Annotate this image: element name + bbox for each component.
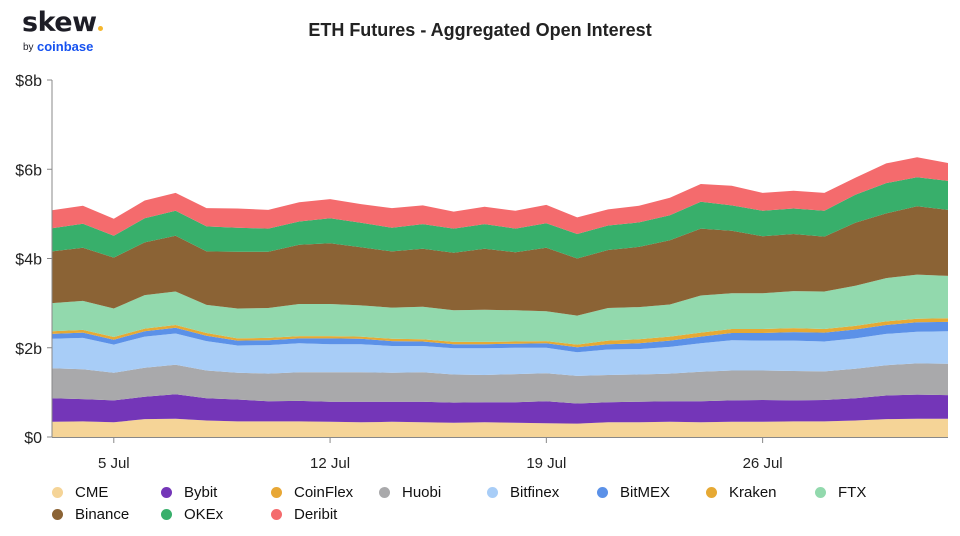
legend-item-bybit[interactable]: Bybit [161,484,217,501]
legend-item-huobi[interactable]: Huobi [379,484,441,501]
legend-item-bitfinex[interactable]: Bitfinex [487,484,559,501]
legend-item-ftx[interactable]: FTX [815,484,866,501]
legend-swatch [379,487,390,498]
area-series-cme [52,418,948,437]
legend-item-bitmex[interactable]: BitMEX [597,484,670,501]
chart-title: ETH Futures - Aggregated Open Interest [308,20,652,40]
x-tick-label: 19 Jul [526,455,566,472]
legend-label: FTX [838,484,867,501]
area-series-bitfinex [52,331,948,376]
legend-swatch [487,487,498,498]
area-series-binance [52,206,948,316]
x-tick-label: 5 Jul [98,455,130,472]
legend-label: Deribit [294,506,338,523]
legend-item-deribit[interactable]: Deribit [271,506,337,523]
legend-item-okex[interactable]: OKEx [161,506,223,523]
legend-label: OKEx [184,506,224,523]
legend-label: Bitfinex [510,484,560,501]
legend-label: Binance [75,506,130,523]
logo-partner: coinbase [37,39,94,54]
legend-item-kraken[interactable]: Kraken [706,484,777,501]
legend-swatch [161,509,172,520]
logo-dot [97,26,103,31]
area-series-group [52,157,948,437]
legend-swatch [52,487,63,498]
area-series-bybit [52,394,948,424]
y-tick-label: $8b [15,73,42,90]
legend-swatch [52,509,63,520]
y-tick-label: $4b [15,252,42,269]
area-series-deribit [52,157,948,236]
y-tick-label: $0 [24,430,42,447]
legend-swatch [815,487,826,498]
area-series-okex [52,177,948,259]
legend-swatch [271,487,282,498]
legend-swatch [271,509,282,520]
legend-swatch [706,487,717,498]
legend-label: BitMEX [620,484,671,501]
legend-label: CoinFlex [294,484,354,501]
legend-item-cme[interactable]: CME [52,484,108,501]
legend-item-coinflex[interactable]: CoinFlex [271,484,353,501]
area-series-bitmex [52,321,948,353]
y-tick-label: $2b [15,341,42,358]
y-tick-label: $6b [15,162,42,179]
legend-label: Bybit [184,484,218,501]
skew-coinbase-logo: skew by coinbase [22,7,103,54]
legend-swatch [161,487,172,498]
legend-swatch [597,487,608,498]
x-tick-label: 26 Jul [743,455,783,472]
legend-item-binance[interactable]: Binance [52,506,129,523]
area-series-kraken [52,318,948,348]
legend-label: Huobi [402,484,442,501]
area-series-huobi [52,363,948,404]
legend-label: Kraken [729,484,777,501]
logo-brand: skew [22,7,97,38]
logo-by: by [23,42,34,53]
x-tick-label: 12 Jul [310,455,350,472]
axes: $0 $2b $4b $6b $8b 5 Jul 12 Jul 19 Jul 26 Jul [15,73,948,472]
legend-label: CME [75,484,109,501]
area-series-ftx [52,274,948,345]
